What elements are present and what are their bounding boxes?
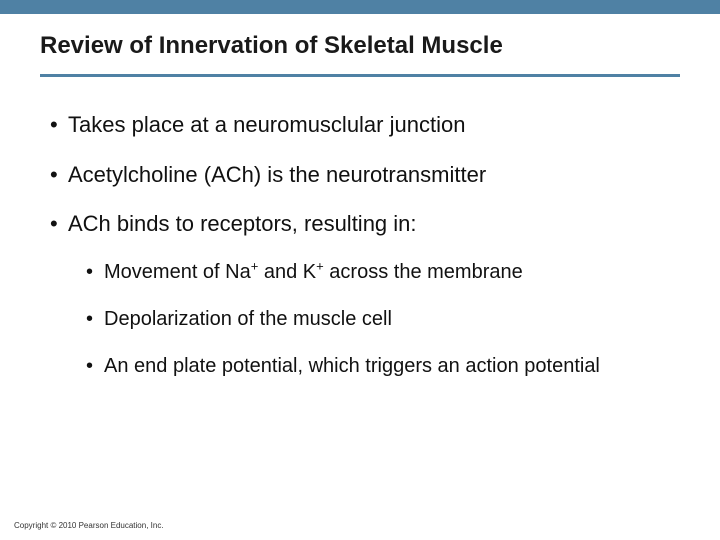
bullet-text: Acetylcholine (ACh) is the neurotransmit…: [68, 161, 486, 189]
sub-bullet-text: Depolarization of the muscle cell: [104, 307, 392, 332]
bullet-dot-icon: •: [50, 161, 68, 189]
bullet-item: • Acetylcholine (ACh) is the neurotransm…: [50, 161, 670, 189]
title-area: Review of Innervation of Skeletal Muscle: [0, 14, 720, 83]
sub-bullet-list: • Movement of Na+ and K+ across the memb…: [50, 260, 670, 379]
bullet-text: Takes place at a neuromusclular junction: [68, 111, 465, 139]
slide-title: Review of Innervation of Skeletal Muscle: [40, 32, 680, 60]
bullet-dot-icon: •: [86, 307, 104, 332]
bullet-dot-icon: •: [50, 210, 68, 238]
sub-bullet-item: • Movement of Na+ and K+ across the memb…: [86, 260, 670, 285]
sub-bullet-item: • Depolarization of the muscle cell: [86, 307, 670, 332]
bullet-dot-icon: •: [86, 260, 104, 285]
content-area: • Takes place at a neuromusclular juncti…: [0, 83, 720, 379]
sub-bullet-text: An end plate potential, which triggers a…: [104, 354, 600, 379]
bullet-item: • ACh binds to receptors, resulting in:: [50, 210, 670, 238]
title-underline: [40, 74, 680, 77]
bullet-item: • Takes place at a neuromusclular juncti…: [50, 111, 670, 139]
sub-bullet-item: • An end plate potential, which triggers…: [86, 354, 670, 379]
header-accent-bar: [0, 0, 720, 14]
bullet-dot-icon: •: [86, 354, 104, 379]
copyright-text: Copyright © 2010 Pearson Education, Inc.: [14, 521, 164, 530]
sub-bullet-text: Movement of Na+ and K+ across the membra…: [104, 260, 523, 285]
bullet-text: ACh binds to receptors, resulting in:: [68, 210, 417, 238]
bullet-dot-icon: •: [50, 111, 68, 139]
